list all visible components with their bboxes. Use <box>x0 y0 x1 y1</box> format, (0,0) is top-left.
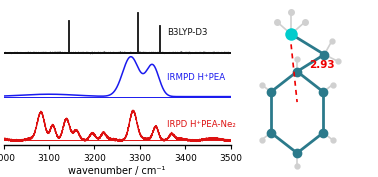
Text: IRMPD H⁺PEA: IRMPD H⁺PEA <box>167 73 225 82</box>
Text: IRPD H⁺PEA-Ne₂: IRPD H⁺PEA-Ne₂ <box>167 120 236 129</box>
Text: 2.93: 2.93 <box>309 60 335 70</box>
X-axis label: wavenumber / cm⁻¹: wavenumber / cm⁻¹ <box>68 166 166 176</box>
Text: B3LYP-D3: B3LYP-D3 <box>167 28 208 37</box>
